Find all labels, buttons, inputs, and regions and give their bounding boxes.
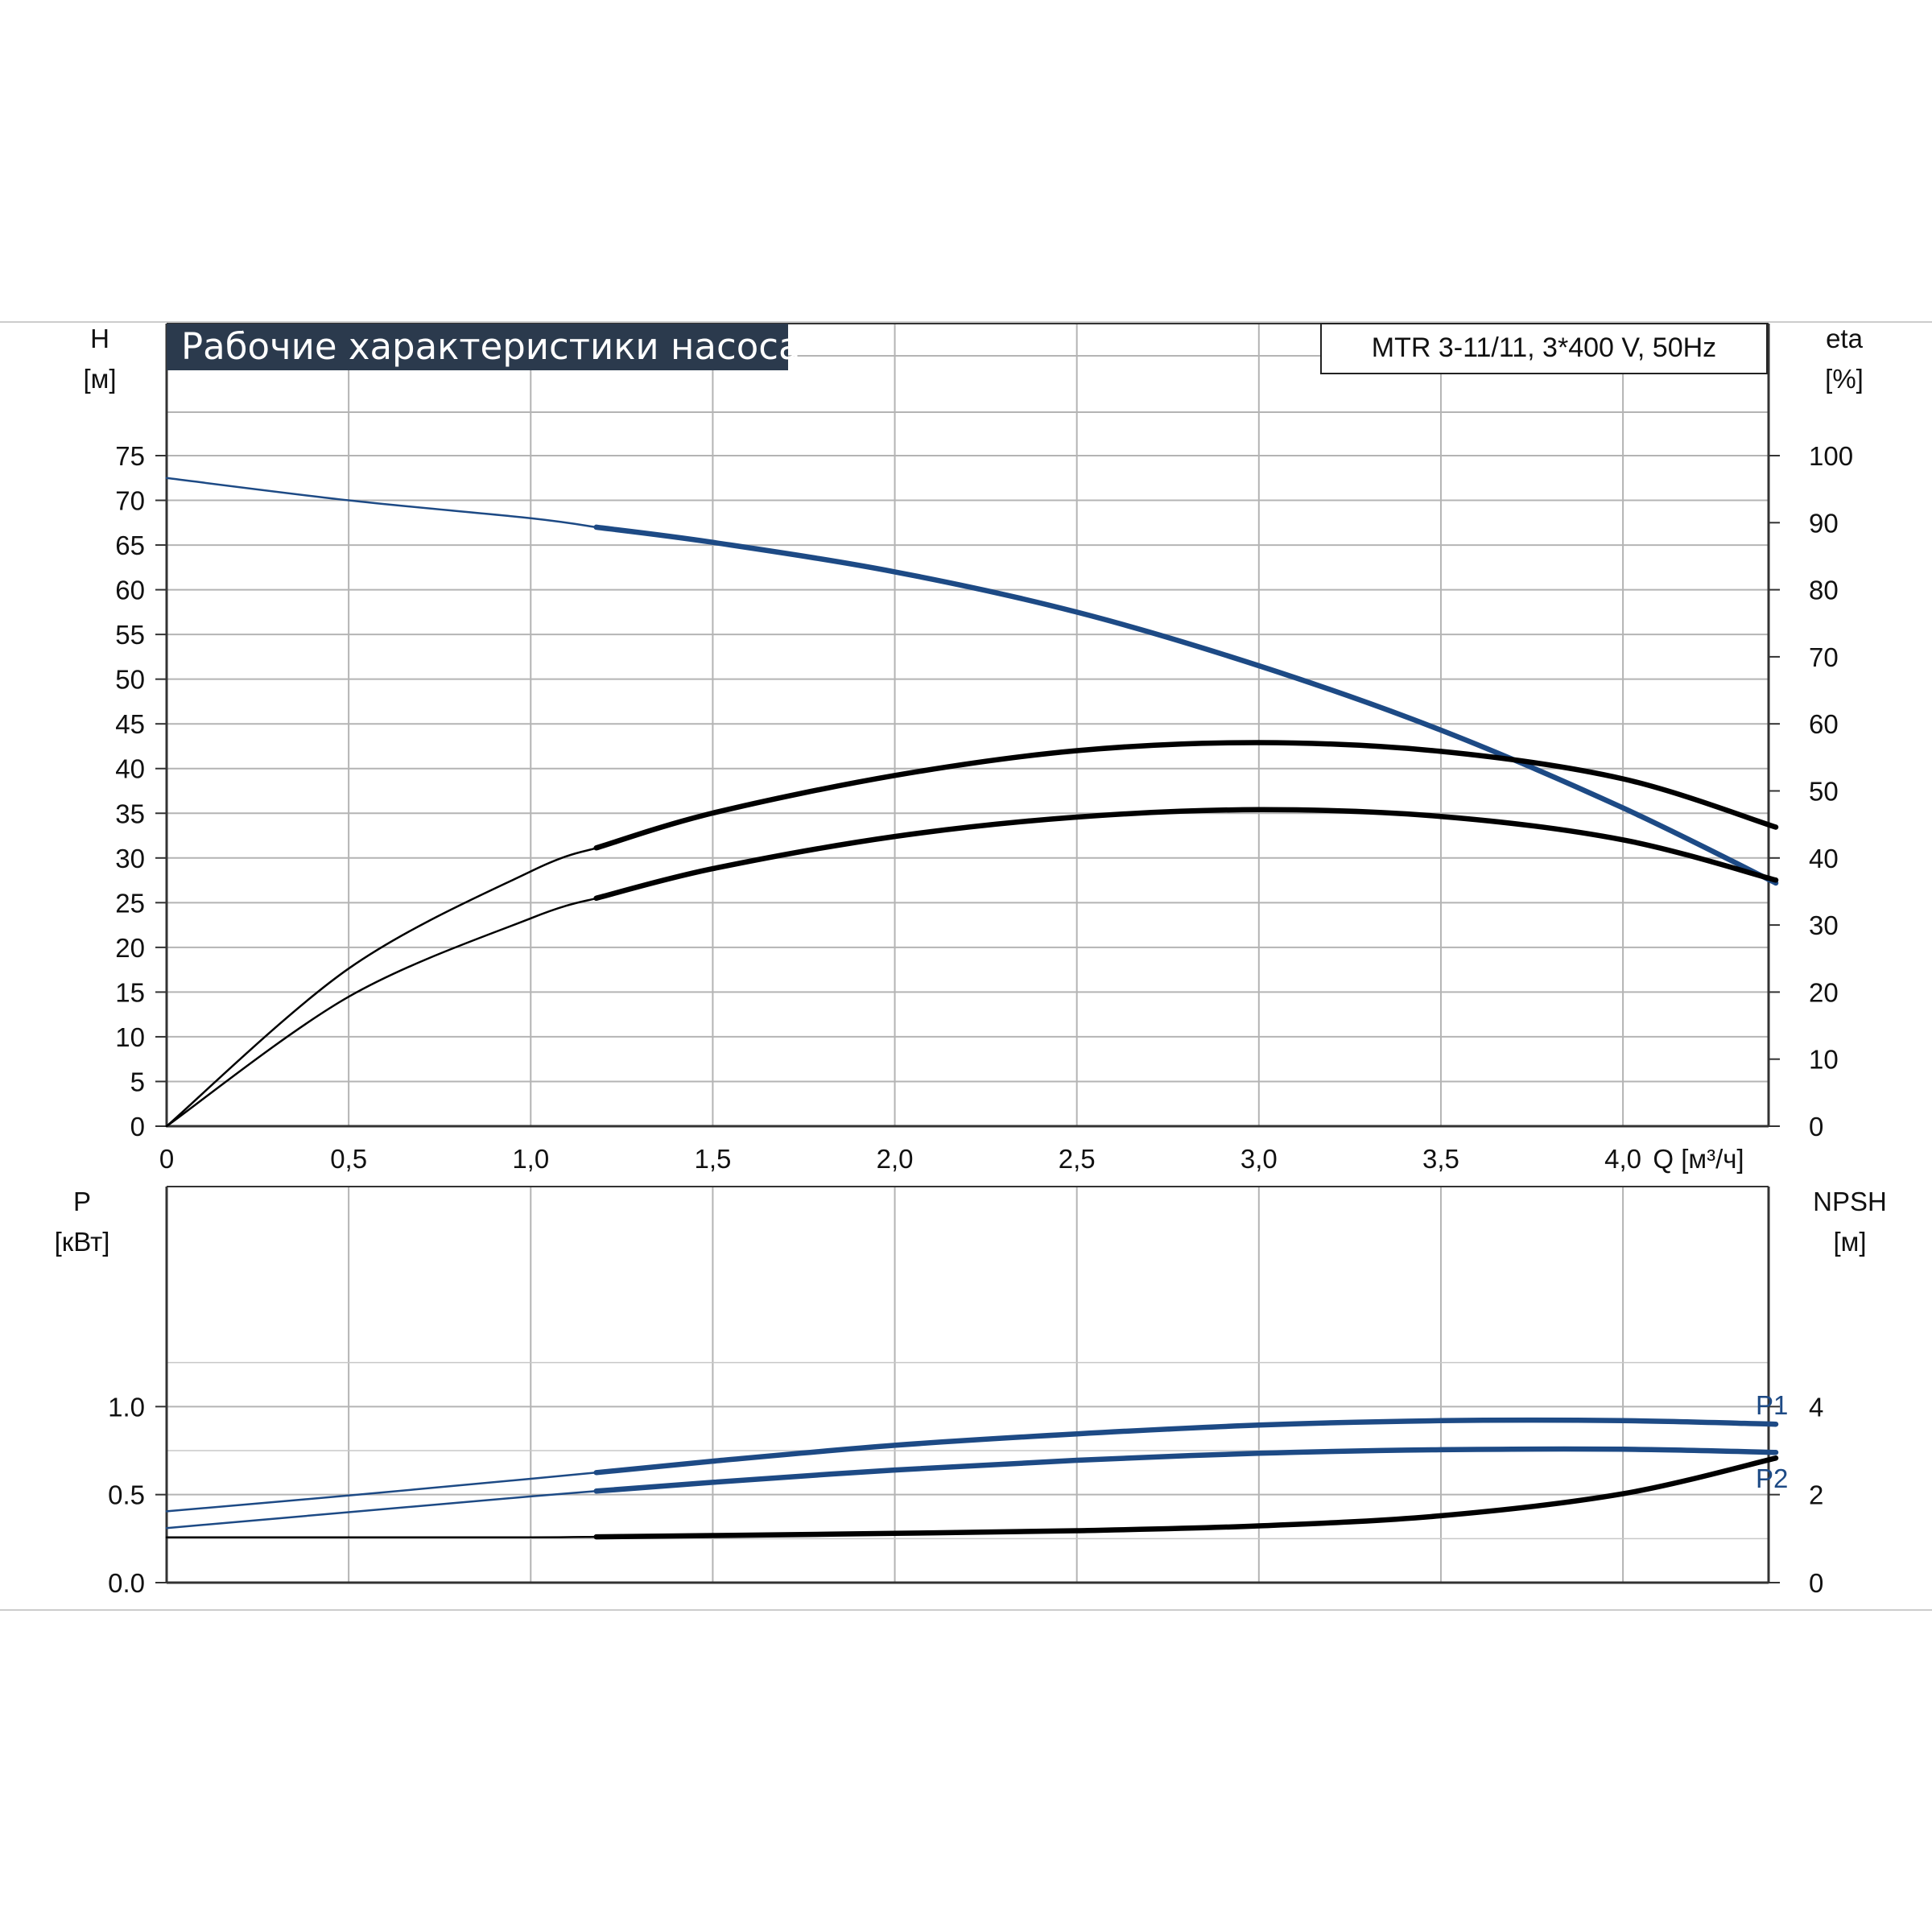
chart-title-box: Рабочие характеристики насоса [167, 324, 801, 370]
x-tick-label: 1,0 [512, 1144, 549, 1174]
left-tick-label: 5 [130, 1067, 145, 1096]
model-box-border [1320, 323, 1768, 374]
model-box: MTR 3-11/11, 3*400 V, 50Hz [1320, 323, 1768, 374]
curve-p1-extrapolated [165, 1472, 597, 1513]
right-tick-label: 0 [1809, 1112, 1823, 1141]
left-tick-label: 15 [115, 977, 145, 1007]
left-tick-label: 60 [115, 576, 145, 605]
curve-p1 [593, 1417, 1779, 1476]
left-tick-label: 10 [115, 1022, 145, 1052]
left-axis-name: P [73, 1187, 91, 1216]
series-label-p1: P1 [1756, 1390, 1788, 1420]
curve-series-1-extrapolated [165, 847, 597, 1128]
right-axis-name: eta [1826, 324, 1864, 353]
series-label-p2: P2 [1756, 1463, 1788, 1493]
right-tick-label: 70 [1809, 642, 1839, 672]
curve-series-2 [593, 807, 1779, 902]
x-tick-label: 3,0 [1241, 1144, 1278, 1174]
right-axis-name: NPSH [1813, 1187, 1887, 1216]
power-npsh-plot [155, 1186, 1780, 1584]
left-tick-label: 50 [115, 665, 145, 695]
x-tick-label: 0,5 [330, 1144, 367, 1174]
curve-series-0 [593, 524, 1779, 886]
right-axis-unit: [%] [1825, 364, 1864, 394]
x-tick-label: 3,5 [1422, 1144, 1459, 1174]
x-tick-label: 1,5 [694, 1144, 731, 1174]
x-tick-label: 2,5 [1059, 1144, 1096, 1174]
chart-title: Рабочие характеристики насоса [181, 325, 801, 368]
x-tick-label: 2,0 [877, 1144, 914, 1174]
right-tick-label: 10 [1809, 1045, 1839, 1075]
curve-series-2-extrapolated [165, 897, 597, 1128]
left-tick-label: 55 [115, 620, 145, 650]
right-tick-label: 80 [1809, 576, 1839, 605]
chart-title-background [167, 324, 788, 370]
left-axis-name: H [90, 324, 109, 353]
model-label: MTR 3-11/11, 3*400 V, 50Hz [1372, 332, 1716, 363]
left-tick-label: 0.0 [108, 1568, 145, 1598]
left-tick-label: 70 [115, 486, 145, 516]
right-tick-label: 60 [1809, 709, 1839, 739]
right-tick-label: 100 [1809, 441, 1853, 471]
left-tick-label: 0.5 [108, 1480, 145, 1510]
right-tick-label: 0 [1809, 1568, 1823, 1598]
left-tick-label: 1.0 [108, 1392, 145, 1422]
right-tick-label: 30 [1809, 910, 1839, 940]
curve-series-2 [593, 1455, 1779, 1540]
right-tick-label: 20 [1809, 977, 1839, 1007]
curve-p2 [593, 1446, 1779, 1494]
left-tick-label: 20 [115, 933, 145, 963]
left-axis-unit: [кВт] [55, 1227, 110, 1257]
right-tick-label: 2 [1809, 1480, 1823, 1510]
left-tick-label: 35 [115, 799, 145, 828]
curve-series-0-extrapolated [165, 477, 597, 529]
left-tick-label: 40 [115, 754, 145, 784]
right-tick-label: 4 [1809, 1392, 1823, 1422]
x-axis-label: Q [м³/ч] [1653, 1144, 1744, 1174]
left-axis-unit: [м] [83, 364, 116, 394]
left-tick-label: 65 [115, 530, 145, 560]
axis-labels: 0510152025303540455055606570750102030405… [55, 324, 1887, 1598]
curve-series-2-extrapolated [165, 1535, 597, 1538]
right-tick-label: 40 [1809, 844, 1839, 873]
left-tick-label: 0 [130, 1112, 145, 1141]
left-tick-label: 75 [115, 441, 145, 471]
left-tick-label: 25 [115, 888, 145, 918]
curve-series-1 [593, 740, 1779, 851]
right-tick-label: 50 [1809, 777, 1839, 807]
left-tick-label: 45 [115, 709, 145, 739]
right-tick-label: 90 [1809, 508, 1839, 538]
x-tick-label: 4,0 [1604, 1144, 1641, 1174]
right-axis-unit: [м] [1833, 1227, 1866, 1257]
curve-p2-extrapolated [165, 1490, 597, 1530]
x-tick-label: 0 [159, 1144, 174, 1174]
head-efficiency-plot [155, 323, 1780, 1128]
left-tick-label: 30 [115, 844, 145, 873]
